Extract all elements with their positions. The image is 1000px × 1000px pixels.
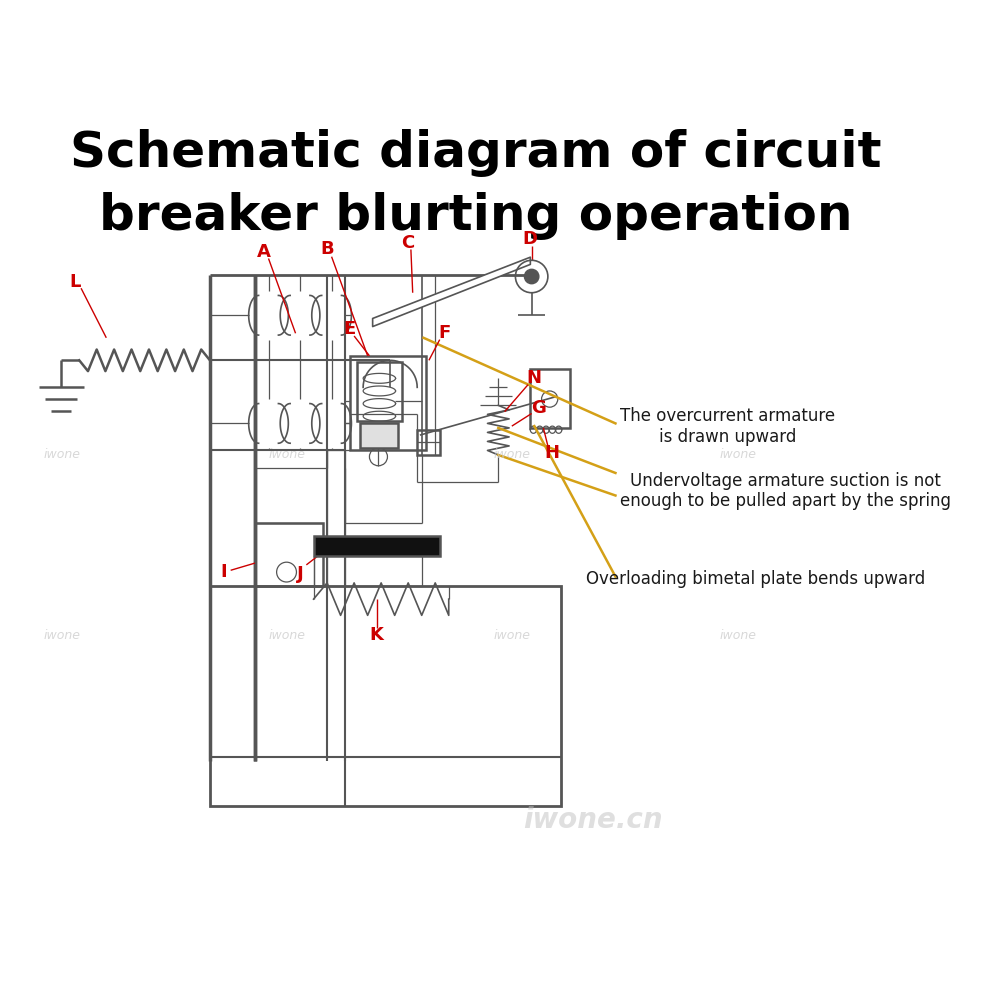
Text: A: A	[257, 243, 271, 261]
Text: iwone: iwone	[494, 629, 531, 642]
Text: iwone: iwone	[269, 629, 306, 642]
Text: The overcurrent armature
is drawn upward: The overcurrent armature is drawn upward	[620, 407, 835, 446]
Text: E: E	[343, 320, 356, 338]
Text: J: J	[297, 565, 303, 583]
Text: F: F	[438, 324, 450, 342]
Text: Schematic diagram of circuit: Schematic diagram of circuit	[70, 129, 882, 177]
Bar	[357, 362, 402, 421]
Text: K: K	[370, 626, 384, 644]
Text: iwone: iwone	[719, 448, 756, 461]
Bar	[255, 523, 323, 586]
Text: N: N	[527, 369, 542, 387]
Circle shape	[524, 269, 539, 284]
Text: iwone: iwone	[719, 629, 756, 642]
Bar	[417, 430, 440, 455]
Text: D: D	[522, 230, 537, 248]
Text: B: B	[320, 240, 334, 258]
Text: iwone.cn: iwone.cn	[523, 806, 663, 834]
Bar	[530, 369, 570, 428]
Bar	[350, 356, 426, 450]
Text: H: H	[545, 444, 560, 462]
Text: iwone: iwone	[494, 448, 531, 461]
Text: Overloading bimetal plate bends upward: Overloading bimetal plate bends upward	[586, 570, 925, 588]
Text: iwone: iwone	[43, 448, 80, 461]
Text: I: I	[220, 563, 227, 581]
Text: iwone: iwone	[43, 629, 80, 642]
Text: L: L	[69, 273, 80, 291]
Bar	[360, 423, 398, 448]
Text: G: G	[531, 399, 546, 417]
Text: iwone: iwone	[269, 448, 306, 461]
Text: Undervoltage armature suction is not
enough to be pulled apart by the spring: Undervoltage armature suction is not eno…	[620, 472, 951, 510]
Text: breaker blurting operation: breaker blurting operation	[99, 192, 853, 240]
Bar	[210, 586, 561, 806]
Bar	[314, 536, 440, 556]
Text: C: C	[402, 234, 415, 252]
